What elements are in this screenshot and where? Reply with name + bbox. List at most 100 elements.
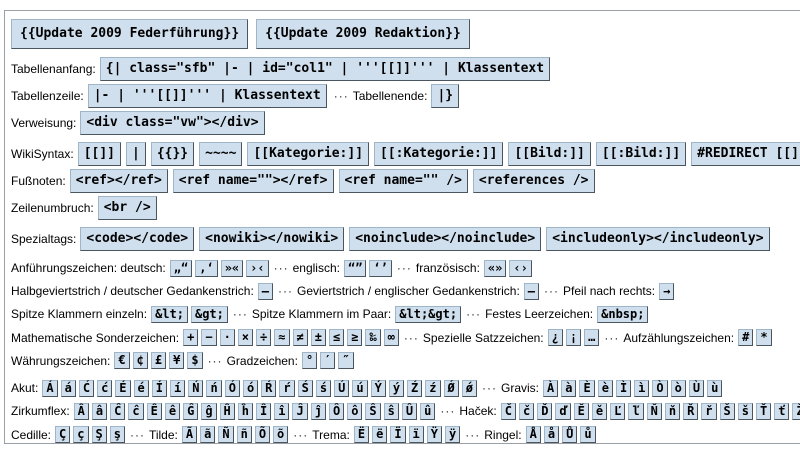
insert-button[interactable]: à (561, 379, 577, 397)
insert-button[interactable]: ľ (628, 402, 644, 420)
insert-button[interactable]: — (523, 282, 540, 300)
insert-button[interactable]: û (420, 402, 436, 420)
insert-button[interactable]: Õ (254, 426, 271, 443)
insert-button[interactable]: ç (73, 426, 89, 443)
insert-button[interactable]: ě (591, 402, 608, 420)
insert-button[interactable]: $ (187, 352, 203, 370)
insert-button[interactable]: š (737, 402, 753, 420)
insert-button[interactable]: ¥ (169, 352, 185, 370)
insert-button[interactable]: * (756, 329, 772, 347)
insert-button[interactable]: |- | '''[[]]''' | Klassentext (87, 84, 327, 108)
insert-button[interactable]: Ž (792, 402, 800, 420)
insert-button[interactable]: <ref name="" /> (338, 169, 468, 193)
insert-button[interactable]: ‚‘ (195, 259, 218, 277)
insert-button[interactable]: Ť (756, 402, 772, 420)
insert-button[interactable]: Ĝ (183, 402, 199, 420)
insert-button[interactable]: é (133, 379, 149, 397)
insert-button[interactable]: # (738, 329, 754, 347)
insert-button[interactable]: € (114, 352, 130, 370)
insert-button[interactable]: ô (347, 402, 363, 420)
insert-button[interactable]: |} (431, 84, 460, 108)
insert-button[interactable]: ›‹ (246, 259, 269, 277)
insert-button[interactable]: »« (220, 259, 244, 277)
insert-button[interactable]: Ã (181, 426, 198, 443)
insert-button[interactable]: <div class="vw"></div> (80, 111, 265, 135)
insert-button[interactable]: ‘’ (369, 259, 392, 277)
insert-button[interactable]: Ô (328, 402, 345, 420)
insert-button[interactable]: Ú (334, 379, 350, 397)
insert-button[interactable]: Ş (91, 426, 107, 443)
insert-button[interactable]: ∞ (383, 329, 399, 347)
insert-button[interactable]: Ó (224, 379, 240, 397)
insert-button[interactable]: Ć (78, 379, 95, 397)
insert-button[interactable]: õ (273, 426, 289, 443)
insert-button[interactable]: ¢ (132, 352, 148, 370)
insert-button[interactable]: ŝ (383, 402, 399, 420)
insert-button[interactable]: Č (500, 402, 516, 420)
insert-button[interactable]: Š (719, 402, 735, 420)
insert-button[interactable]: É (115, 379, 131, 397)
insert-button[interactable]: í (170, 379, 186, 397)
insert-button[interactable]: ď (555, 402, 571, 420)
insert-button[interactable]: ≠ (292, 329, 308, 347)
insert-button[interactable]: ã (200, 426, 216, 443)
insert-button[interactable]: → (659, 282, 675, 300)
insert-button[interactable]: È (579, 379, 595, 397)
insert-button[interactable]: Ê (146, 402, 162, 420)
insert-button[interactable]: “” (343, 259, 367, 277)
insert-button[interactable]: á (60, 379, 76, 397)
insert-button[interactable]: Ò (652, 379, 668, 397)
insert-button[interactable]: ŕ (279, 379, 295, 397)
insert-button[interactable]: Ï (390, 426, 406, 443)
insert-button[interactable]: ë (372, 426, 388, 443)
insert-button[interactable]: … (584, 329, 600, 347)
insert-button[interactable]: ° (301, 352, 318, 370)
insert-button[interactable]: [[:Kategorie:]] (374, 142, 504, 166)
insert-button[interactable]: Ř (683, 402, 699, 420)
insert-button[interactable]: <ref name=""></ref> (172, 169, 334, 193)
insert-button[interactable]: î (274, 402, 290, 420)
insert-button[interactable]: Ë (353, 426, 370, 443)
insert-button[interactable]: ñ (236, 426, 252, 443)
insert-button[interactable]: ú (352, 379, 368, 397)
insert-button[interactable]: &nbsp; (597, 305, 649, 323)
insert-button[interactable]: ć (97, 379, 113, 397)
insert-button[interactable]: Ì (615, 379, 632, 397)
insert-button[interactable]: {{Update 2009 Federführung}} (11, 19, 249, 49)
insert-button[interactable]: {{}} (150, 142, 195, 166)
insert-button[interactable]: ¿ (547, 329, 563, 347)
insert-button[interactable]: Ś (297, 379, 313, 397)
insert-button[interactable]: ř (701, 402, 717, 420)
insert-button[interactable]: Ľ (610, 402, 626, 420)
insert-button[interactable]: <includeonly></includeonly> (546, 227, 770, 251)
insert-button[interactable]: ù (707, 379, 723, 397)
insert-button[interactable]: Ů (562, 426, 578, 443)
insert-button[interactable]: ń (206, 379, 222, 397)
insert-button[interactable]: [[Bild:]] (508, 142, 591, 166)
insert-button[interactable]: Ǿ (443, 379, 459, 397)
insert-button[interactable]: ± (310, 329, 326, 347)
insert-button[interactable]: č (518, 402, 535, 420)
insert-button[interactable]: · (219, 329, 235, 347)
insert-button[interactable]: <ref></ref> (69, 169, 168, 193)
insert-button[interactable]: ǿ (461, 379, 477, 397)
insert-button[interactable]: ś (315, 379, 332, 397)
insert-button[interactable]: &gt; (190, 305, 228, 323)
insert-button[interactable]: ‹› (509, 259, 532, 277)
insert-button[interactable]: × (237, 329, 254, 347)
insert-button[interactable]: ź (425, 379, 441, 397)
insert-button[interactable]: ì (634, 379, 650, 397)
insert-button[interactable]: &lt;&gt; (395, 305, 462, 323)
insert-button[interactable]: Û (401, 402, 418, 420)
insert-button[interactable]: «» (483, 259, 507, 277)
insert-button[interactable]: Ÿ (426, 426, 443, 443)
insert-button[interactable]: ş (109, 426, 125, 443)
insert-button[interactable]: Ň (646, 402, 662, 420)
insert-button[interactable]: ý (388, 379, 405, 397)
insert-button[interactable]: å (543, 426, 560, 443)
insert-button[interactable]: ĉ (128, 402, 144, 420)
insert-button[interactable]: ≤ (328, 329, 345, 347)
insert-button[interactable]: ÷ (256, 329, 272, 347)
insert-button[interactable]: <code></code> (80, 227, 195, 251)
insert-button[interactable]: £ (150, 352, 167, 370)
